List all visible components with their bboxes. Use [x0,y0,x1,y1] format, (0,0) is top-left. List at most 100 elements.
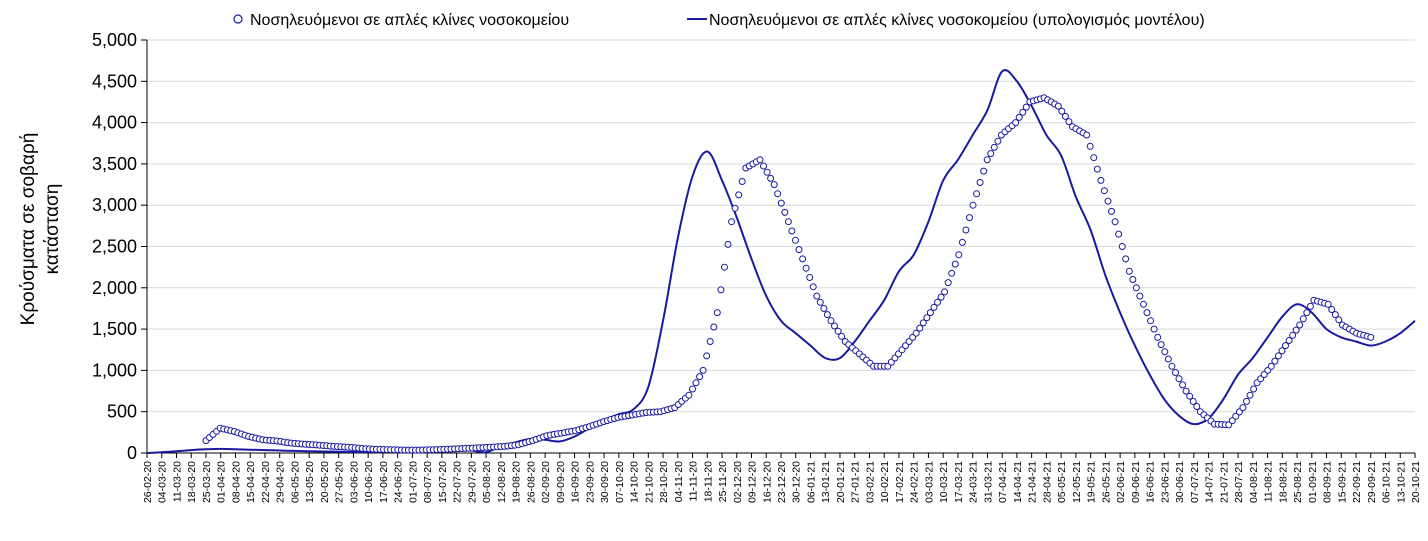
y-tick-label: 5,000 [92,30,137,50]
data-point [806,274,814,281]
data-point [710,323,718,331]
x-tick-label: 20-01-21 [835,461,847,503]
data-point [951,260,959,268]
x-tick-label: 26-05-21 [1100,461,1112,503]
data-point [820,305,828,312]
data-point [756,156,764,164]
x-tick-label: 08-07-20 [422,461,434,503]
x-tick-label: 27-05-20 [334,461,346,503]
series-line-model [146,69,1416,454]
axes [146,40,1416,458]
data-point [1140,300,1147,308]
y-tick-label: 1,000 [92,360,137,380]
y-axis-label: Κρούσματα σε σοβαρή κατάσταση [18,133,63,326]
data-point [792,236,799,244]
x-tick-label: 21-04-21 [1027,461,1039,503]
data-point [795,246,803,254]
data-point [1243,397,1250,405]
x-tick-label: 02-09-20 [540,461,552,503]
data-point [735,191,743,199]
data-point [1157,341,1165,349]
x-tick-label: 04-03-20 [157,461,169,503]
data-point [685,391,693,399]
data-point [813,292,821,300]
data-point [831,322,838,330]
data-point [1172,369,1179,376]
data-point [816,298,824,306]
x-tick-label: 26-02-20 [142,461,154,503]
data-point [1100,187,1108,195]
data-point [926,309,934,317]
y-tick-label: 2,500 [92,237,137,257]
data-point [717,286,725,294]
data-point [809,283,817,291]
x-tick-label: 06-10-21 [1381,461,1393,503]
x-tick-label: 28-07-21 [1233,461,1245,503]
data-point [1147,317,1155,325]
x-tick-label: 30-12-20 [791,461,803,503]
data-point [980,167,988,175]
x-tick-label: 03-02-21 [864,461,876,503]
data-point [1189,397,1197,405]
data-point [987,150,995,158]
data-point [912,329,920,337]
data-point [1058,107,1066,115]
data-point [1143,309,1151,317]
data-point [1306,302,1314,310]
data-point [763,168,771,176]
data-point [696,373,704,381]
x-tick-label: 29-04-20 [275,461,287,503]
data-point [827,317,835,325]
data-point [1303,309,1311,317]
data-point [1125,267,1133,275]
data-point [689,385,696,393]
data-point [1111,218,1119,226]
data-point [760,162,767,170]
legend: Νοσηλευόμενοι σε απλές κλίνες νοσοκομείο… [233,12,1205,29]
x-tick-label: 06-05-20 [289,461,301,503]
x-tick-label: 09-09-20 [555,461,567,503]
x-tick-label: 11-08-21 [1263,461,1275,502]
x-tick-label: 22-07-20 [452,461,464,503]
data-point [1179,381,1187,389]
y-tick-label: 2,000 [92,278,137,298]
data-point [1161,348,1169,356]
data-point [1118,243,1126,250]
data-point [731,204,739,212]
x-tick-label: 18-03-20 [186,461,198,503]
x-tick-label: 21-10-20 [643,461,655,503]
y-tick-labels: 0 500 1,000 1,500 2,000 2,500 3,000 3,500 4,000 4… [92,30,137,463]
data-point [1150,325,1158,333]
data-point [934,298,941,306]
x-tick-label: 17-03-21 [953,461,965,503]
data-point [937,293,945,301]
data-point [948,269,956,277]
data-point [1299,315,1307,323]
data-point [1324,300,1332,308]
x-tick-label: 24-02-21 [909,461,921,503]
data-point [1093,165,1101,173]
x-tick-label: 02-12-20 [732,461,744,503]
x-tick-label: 03-03-21 [923,461,935,503]
x-tick-label: 28-04-21 [1041,461,1053,503]
data-point [962,226,970,234]
y-tick-label: 4,500 [92,71,137,91]
x-tick-label: 26-08-20 [525,461,537,503]
data-point [1274,352,1282,360]
x-tick-label: 24-03-21 [968,461,980,503]
data-point [1090,154,1098,162]
x-tick-label: 11-03-20 [171,461,183,502]
data-point [1115,230,1123,238]
data-point [976,179,984,186]
data-point [713,309,721,317]
y-tick-label: 500 [107,402,137,422]
data-point [1132,284,1140,292]
data-point [777,199,785,207]
x-tick-label: 07-07-21 [1189,461,1201,503]
data-point [1250,385,1258,393]
x-tick-label: 15-09-21 [1336,461,1348,503]
x-tick-label: 25-08-21 [1292,461,1304,503]
data-point [1168,362,1176,370]
x-tick-label: 27-01-21 [850,461,862,503]
